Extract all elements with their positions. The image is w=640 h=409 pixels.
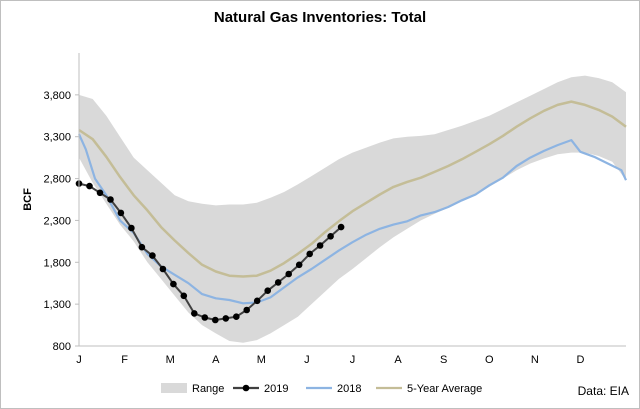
x-tick-label: J [350, 354, 356, 366]
y-tick-label: 3,800 [43, 90, 71, 102]
series-2019-point [107, 196, 114, 203]
legend-range-label: Range [192, 383, 224, 395]
series-2019-point [253, 297, 261, 305]
series-2019-point [159, 265, 167, 273]
legend-5-year-average-label: 5-Year Average [407, 383, 482, 395]
y-tick-label: 1,300 [43, 299, 71, 311]
range-band [79, 75, 626, 343]
x-tick-label: M [257, 354, 266, 366]
legend-2018-label: 2018 [337, 383, 361, 395]
legend-2019-marker [242, 384, 250, 392]
series-2019-point [96, 189, 104, 197]
y-tick-label: 2,300 [43, 215, 71, 227]
y-tick-label: 2,800 [43, 174, 71, 186]
plot-area [75, 75, 627, 343]
series-2019-point [170, 280, 177, 288]
series-2019-point [180, 292, 188, 300]
series-2019-point [149, 252, 156, 259]
series-2019-point [117, 209, 125, 217]
source-note: Data: EIA [577, 384, 629, 398]
legend: Range 2019 2018 5-Year Average [161, 383, 482, 395]
series-2019-point [337, 223, 345, 231]
y-tick-label: 3,300 [43, 132, 71, 144]
series-2019-point [274, 279, 282, 286]
y-tick-label: 1,800 [43, 257, 71, 269]
x-tick-label: O [485, 354, 494, 366]
x-tick-label: A [394, 354, 402, 366]
legend-2019-label: 2019 [264, 383, 288, 395]
chart-title: Natural Gas Inventories: Total [213, 9, 427, 26]
axes: 800 1,300 1,800 2,300 2,800 3,300 3,800 J F M A M J J… [43, 53, 626, 366]
x-tick-label: F [121, 354, 128, 366]
series-2019-point [222, 315, 230, 322]
series-2019-point [285, 270, 293, 278]
series-5-year-average-line [78, 100, 627, 278]
y-axis-title: BCF [22, 188, 34, 211]
x-tick-label: D [576, 354, 584, 366]
series-2019-point [212, 316, 219, 324]
series-2019-point [86, 182, 93, 190]
y-tick-label: 800 [53, 341, 71, 353]
x-tick-label: J [304, 354, 310, 366]
series-2019-point [201, 314, 209, 321]
x-tick-label: A [212, 354, 220, 366]
x-tick-label: J [76, 354, 82, 366]
series-2019-point [128, 224, 135, 232]
series-2019-point [243, 306, 250, 314]
x-tick-label: S [440, 354, 447, 366]
series-2019-point [327, 233, 334, 240]
series-2019-point [264, 287, 272, 295]
x-tick-label: M [166, 354, 175, 366]
x-tick-label: N [531, 354, 539, 366]
series-2019-point [316, 242, 324, 249]
series-2019-point [191, 310, 198, 317]
series-2019-point [233, 313, 240, 321]
series-2019-point [295, 261, 303, 269]
legend-range-swatch [161, 383, 187, 393]
series-2019-point [138, 243, 146, 251]
series-2019-point [306, 250, 314, 258]
